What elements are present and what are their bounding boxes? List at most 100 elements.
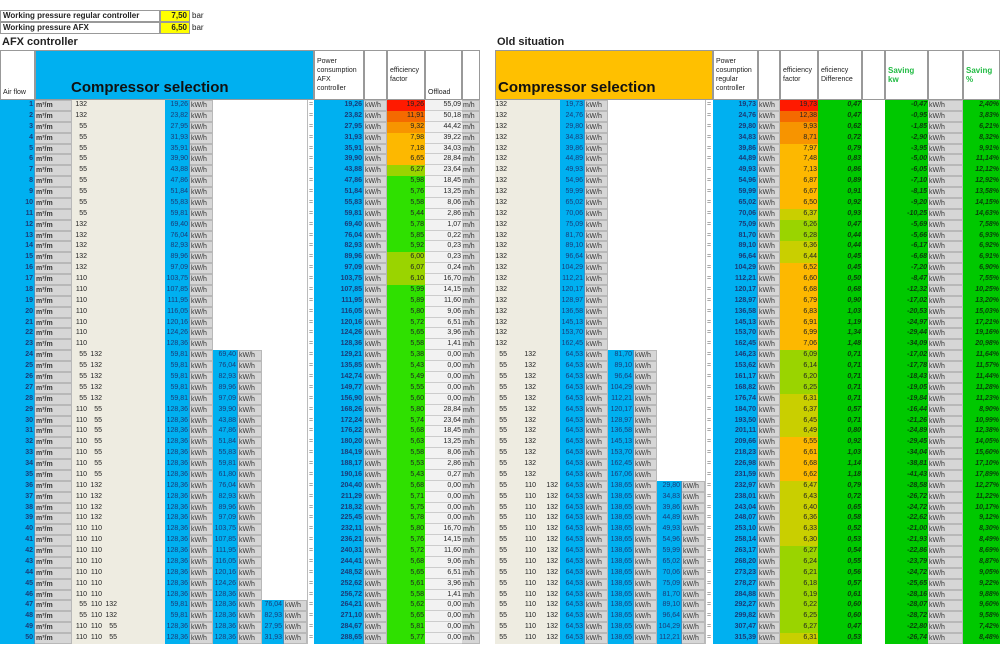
kw-unit[interactable]: kW/h <box>928 426 963 438</box>
airflow-unit[interactable]: m³/m <box>35 426 72 438</box>
airflow-value[interactable]: 8 <box>0 176 35 188</box>
compressor-model[interactable]: 55 <box>79 373 87 380</box>
kw-unit[interactable]: kW/h <box>682 524 705 536</box>
airflow-unit[interactable]: m³/m <box>35 143 72 155</box>
saving-pct[interactable]: 8,30% <box>963 524 1000 536</box>
efficiency-difference[interactable]: 0,57 <box>818 404 862 416</box>
compressor-model[interactable]: 110 <box>75 416 87 424</box>
efficiency-difference[interactable]: 1,48 <box>818 339 862 351</box>
compressor-power[interactable]: 162,45 <box>560 339 585 351</box>
saving-pct[interactable]: 17,10% <box>963 459 1000 470</box>
kw-unit[interactable]: kW/h <box>758 633 780 644</box>
compressor-cell[interactable] <box>495 633 560 644</box>
compressor-power[interactable]: 120,16 <box>213 567 238 579</box>
afx-power-total[interactable]: 116,05 <box>314 306 364 318</box>
compressor-power[interactable]: 128,36 <box>165 426 190 438</box>
kw-unit[interactable]: kW/h <box>238 600 262 612</box>
afx-power-total[interactable]: 188,17 <box>314 459 364 470</box>
afx-power-total[interactable]: 35,91 <box>314 143 364 155</box>
mh-unit[interactable]: m/h <box>462 415 480 427</box>
compressor-model[interactable]: 110 <box>524 547 536 555</box>
compressor-power[interactable]: 128,36 <box>165 513 190 525</box>
old-efficiency[interactable]: 6,22 <box>780 600 818 612</box>
compressor-cell[interactable] <box>495 165 560 177</box>
mh-unit[interactable]: m/h <box>462 274 480 285</box>
compressor-model[interactable]: 110 <box>75 340 87 348</box>
saving-pct[interactable]: 8,87% <box>963 556 1000 568</box>
old-efficiency[interactable]: 6,28 <box>780 230 818 242</box>
kw-unit[interactable]: kW/h <box>364 100 387 111</box>
equals-sign[interactable]: = <box>705 567 713 579</box>
kw-unit[interactable]: kW/h <box>928 535 963 547</box>
compressor-power[interactable]: 111,95 <box>213 546 238 557</box>
kw-unit[interactable]: kW/h <box>190 187 213 198</box>
airflow-unit[interactable]: m³/m <box>35 284 72 296</box>
compressor-power[interactable]: 55,83 <box>165 197 190 209</box>
kw-unit[interactable]: kW/h <box>928 143 963 155</box>
equals-sign[interactable]: = <box>307 339 314 351</box>
compressor-power[interactable]: 128,36 <box>213 611 238 623</box>
compressor-cell[interactable] <box>72 176 165 188</box>
equals-sign[interactable]: = <box>705 328 713 340</box>
old-power-total[interactable]: 162,45 <box>713 339 758 351</box>
afx-efficiency[interactable]: 6,07 <box>387 263 425 275</box>
old-power-total[interactable]: 146,23 <box>713 350 758 362</box>
compressor-cell[interactable] <box>72 350 165 362</box>
compressor-model[interactable]: 132 <box>546 514 558 522</box>
compressor-power[interactable]: 128,36 <box>165 469 190 481</box>
afx-power-total[interactable]: 69,40 <box>314 219 364 231</box>
old-power-total[interactable]: 184,70 <box>713 404 758 416</box>
kw-unit[interactable]: kW/h <box>758 491 780 503</box>
kw-unit[interactable]: kW/h <box>758 437 780 449</box>
equals-sign[interactable]: = <box>307 480 314 492</box>
old-efficiency[interactable]: 6,14 <box>780 361 818 372</box>
compressor-model[interactable]: 55 <box>499 590 507 598</box>
compressor-model[interactable]: 110 <box>75 329 87 337</box>
kw-unit[interactable]: kW/h <box>364 589 387 601</box>
compressor-power[interactable]: 59,81 <box>165 361 190 372</box>
kw-unit[interactable]: kW/h <box>585 176 608 188</box>
old-power-total[interactable]: 54,96 <box>713 176 758 188</box>
old-efficiency[interactable]: 6,33 <box>780 524 818 536</box>
kw-unit[interactable]: kW/h <box>190 263 213 275</box>
compressor-model[interactable]: 110 <box>75 318 87 326</box>
old-efficiency[interactable]: 6,09 <box>780 350 818 362</box>
afx-power-total[interactable]: 204,40 <box>314 480 364 492</box>
compressor-model[interactable]: 132 <box>75 220 87 228</box>
old-efficiency[interactable]: 6,31 <box>780 393 818 405</box>
equals-sign[interactable]: = <box>705 110 713 122</box>
mh-unit[interactable]: m/h <box>462 165 480 177</box>
kw-unit[interactable]: kW/h <box>928 404 963 416</box>
compressor-power[interactable]: 64,53 <box>560 600 585 612</box>
compressor-power[interactable]: 64,53 <box>560 622 585 634</box>
kw-unit[interactable]: kW/h <box>364 535 387 547</box>
airflow-unit[interactable]: m³/m <box>35 448 72 460</box>
compressor-cell[interactable] <box>72 567 165 579</box>
compressor-power[interactable]: 96,64 <box>608 372 634 383</box>
compressor-model[interactable]: 55 <box>94 470 102 478</box>
old-efficiency[interactable]: 6,60 <box>780 274 818 285</box>
kw-unit[interactable]: kW/h <box>190 197 213 209</box>
compressor-model[interactable]: 55 <box>499 525 507 533</box>
old-power-total[interactable]: 299,82 <box>713 611 758 623</box>
compressor-power[interactable]: 64,53 <box>560 546 585 557</box>
kw-unit[interactable]: kW/h <box>364 480 387 492</box>
saving-pct[interactable]: 14,15% <box>963 197 1000 209</box>
saving-pct[interactable]: 11,44% <box>963 372 1000 383</box>
mh-unit[interactable]: m/h <box>462 121 480 133</box>
afx-efficiency[interactable]: 5,58 <box>387 448 425 460</box>
compressor-power[interactable]: 27,95 <box>262 622 284 634</box>
kw-unit[interactable]: kW/h <box>634 361 657 372</box>
kw-unit[interactable]: kW/h <box>190 274 213 285</box>
old-power-total[interactable]: 176,74 <box>713 393 758 405</box>
offload-value[interactable]: 28,84 <box>425 404 462 416</box>
saving-kw[interactable]: -22,62 <box>885 513 928 525</box>
equals-sign[interactable]: = <box>307 546 314 557</box>
compressor-power[interactable]: 97,09 <box>213 393 238 405</box>
compressor-cell[interactable] <box>72 556 165 568</box>
compressor-cell[interactable] <box>495 263 560 275</box>
kw-unit[interactable]: kW/h <box>284 622 307 634</box>
old-power-total[interactable]: 307,47 <box>713 622 758 634</box>
saving-kw[interactable]: -0,47 <box>885 100 928 111</box>
kw-unit[interactable]: kW/h <box>758 328 780 340</box>
